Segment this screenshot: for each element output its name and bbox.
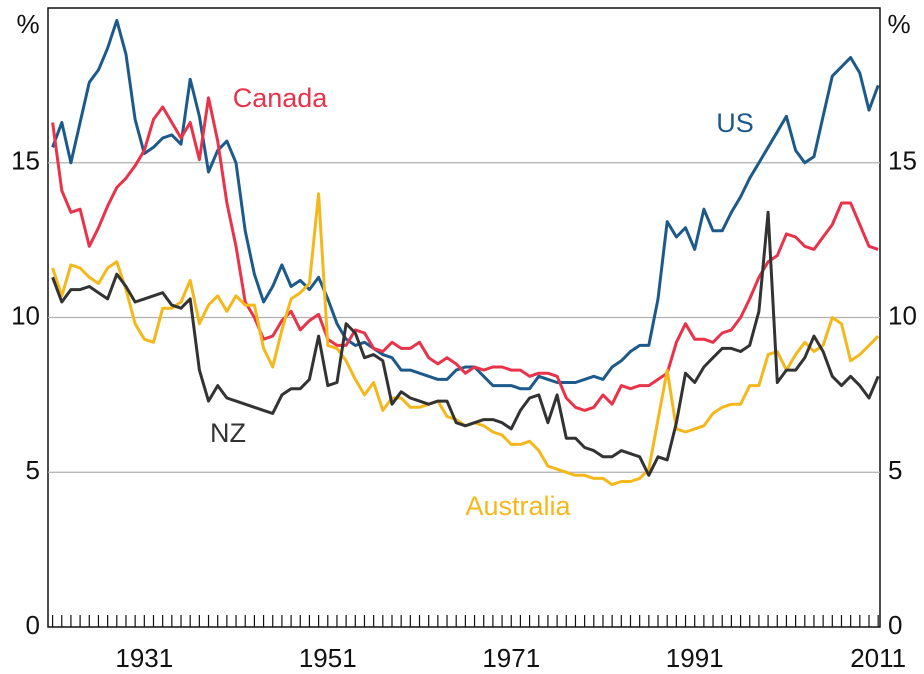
y-tick-label: 0: [26, 610, 40, 640]
y-tick-label: 10: [11, 300, 40, 330]
x-tick-label: 2011: [850, 643, 906, 673]
series-label: NZ: [210, 418, 246, 448]
x-tick-label: 1991: [666, 643, 724, 673]
y-tick-label-right: 5: [888, 455, 902, 485]
y-tick-label-right: 0: [888, 610, 902, 640]
y-tick-label: 5: [26, 455, 40, 485]
series-label: US: [716, 108, 754, 138]
y-tick-label-right: 10: [888, 300, 917, 330]
y-tick-label: 15: [11, 146, 40, 176]
series-line: [51, 18, 880, 391]
series-label: Australia: [465, 491, 571, 521]
y-unit-right: %: [887, 9, 910, 39]
series-line: [51, 96, 879, 412]
x-tick-label: 1931: [115, 643, 173, 673]
x-tick-label: 1971: [482, 643, 540, 673]
y-tick-label-right: 15: [888, 146, 917, 176]
series-line: [51, 210, 880, 477]
series-line: [51, 192, 880, 487]
x-tick-label: 1951: [299, 643, 357, 673]
series-label: Canada: [233, 83, 329, 113]
y-unit-left: %: [16, 9, 39, 39]
